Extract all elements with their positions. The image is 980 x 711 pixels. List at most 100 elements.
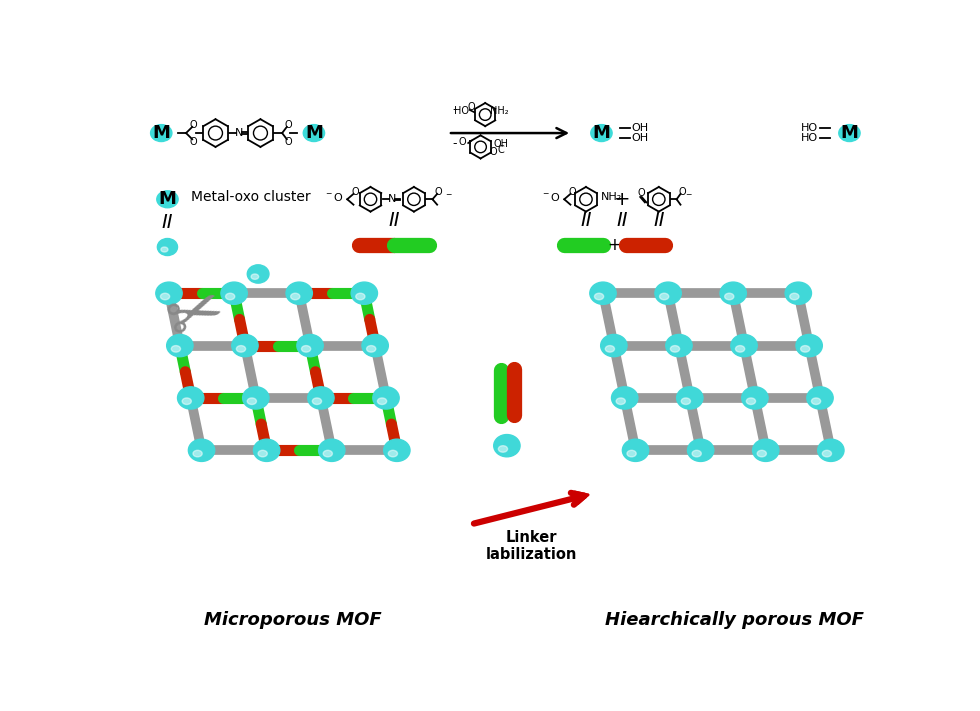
Ellipse shape: [151, 124, 171, 141]
Text: $^-$O: $^-$O: [324, 191, 344, 203]
Ellipse shape: [753, 439, 779, 461]
Text: M: M: [593, 124, 611, 142]
Ellipse shape: [388, 450, 398, 457]
Text: -: -: [452, 137, 457, 149]
Text: OH: OH: [632, 123, 649, 133]
Ellipse shape: [790, 293, 799, 300]
Text: +: +: [614, 190, 630, 209]
Ellipse shape: [681, 398, 691, 405]
Ellipse shape: [167, 334, 193, 357]
Text: OH: OH: [493, 139, 509, 149]
Text: Hiearchically porous MOF: Hiearchically porous MOF: [606, 611, 864, 629]
Text: N: N: [234, 128, 243, 138]
Ellipse shape: [243, 387, 269, 409]
Ellipse shape: [232, 334, 258, 357]
Text: M: M: [841, 124, 858, 142]
Ellipse shape: [688, 439, 713, 461]
Text: Linker
labilization: Linker labilization: [486, 530, 577, 562]
Ellipse shape: [351, 282, 377, 304]
Ellipse shape: [627, 450, 636, 457]
Text: O: O: [284, 137, 292, 146]
Ellipse shape: [318, 439, 345, 461]
Ellipse shape: [796, 334, 822, 357]
Text: O: O: [458, 137, 466, 146]
Text: M: M: [152, 124, 171, 142]
Ellipse shape: [735, 346, 745, 352]
Ellipse shape: [308, 387, 334, 409]
Ellipse shape: [676, 387, 703, 409]
Ellipse shape: [720, 282, 747, 304]
Ellipse shape: [731, 334, 758, 357]
Text: O: O: [568, 186, 576, 196]
Ellipse shape: [590, 282, 616, 304]
Ellipse shape: [323, 450, 332, 457]
Ellipse shape: [839, 124, 860, 141]
Text: O: O: [467, 102, 475, 112]
Ellipse shape: [494, 434, 520, 456]
Ellipse shape: [660, 293, 668, 300]
Ellipse shape: [655, 282, 681, 304]
Ellipse shape: [692, 450, 702, 457]
Ellipse shape: [362, 334, 388, 357]
Ellipse shape: [247, 398, 257, 405]
Text: O: O: [190, 119, 198, 129]
Ellipse shape: [247, 264, 269, 283]
Ellipse shape: [616, 398, 625, 405]
Ellipse shape: [822, 450, 831, 457]
Text: HO: HO: [801, 133, 817, 143]
Ellipse shape: [384, 439, 410, 461]
Ellipse shape: [785, 282, 811, 304]
Ellipse shape: [313, 398, 321, 405]
Text: HO: HO: [801, 123, 817, 133]
Ellipse shape: [172, 346, 180, 352]
Ellipse shape: [758, 450, 766, 457]
Ellipse shape: [258, 450, 268, 457]
Ellipse shape: [225, 293, 235, 300]
Text: O: O: [435, 186, 443, 196]
Text: NH₂: NH₂: [490, 106, 509, 116]
Ellipse shape: [670, 346, 679, 352]
Text: $^-$: $^-$: [684, 192, 694, 202]
Ellipse shape: [601, 334, 627, 357]
Ellipse shape: [724, 293, 734, 300]
Ellipse shape: [303, 124, 324, 141]
Ellipse shape: [377, 398, 387, 405]
Text: M: M: [159, 191, 176, 208]
Text: II: II: [162, 213, 173, 232]
Ellipse shape: [595, 293, 604, 300]
Ellipse shape: [251, 274, 259, 279]
Text: O: O: [351, 186, 359, 196]
Text: -: -: [452, 104, 457, 117]
Text: Microporous MOF: Microporous MOF: [204, 611, 382, 629]
Text: II: II: [653, 210, 664, 230]
Ellipse shape: [499, 446, 508, 452]
Ellipse shape: [157, 191, 178, 208]
Ellipse shape: [367, 346, 375, 352]
Text: NH₂: NH₂: [601, 192, 622, 202]
Ellipse shape: [801, 346, 809, 352]
Text: +: +: [608, 236, 621, 254]
Ellipse shape: [182, 398, 191, 405]
Ellipse shape: [622, 439, 649, 461]
Text: II: II: [616, 210, 628, 230]
Text: HO: HO: [455, 106, 469, 116]
Text: Metal-oxo cluster: Metal-oxo cluster: [191, 190, 311, 204]
Text: M: M: [305, 124, 322, 142]
Ellipse shape: [188, 439, 215, 461]
Text: O: O: [284, 119, 292, 129]
Text: C: C: [497, 145, 504, 155]
Text: O: O: [678, 186, 686, 196]
Ellipse shape: [158, 238, 177, 255]
Ellipse shape: [291, 293, 300, 300]
Ellipse shape: [220, 282, 247, 304]
Text: $^-$O: $^-$O: [541, 191, 562, 203]
Ellipse shape: [372, 387, 399, 409]
Ellipse shape: [297, 334, 323, 357]
Text: II: II: [580, 210, 592, 230]
Ellipse shape: [747, 398, 756, 405]
Ellipse shape: [161, 293, 170, 300]
Ellipse shape: [591, 124, 612, 141]
Text: O: O: [490, 146, 498, 156]
Ellipse shape: [177, 387, 204, 409]
Ellipse shape: [665, 334, 692, 357]
